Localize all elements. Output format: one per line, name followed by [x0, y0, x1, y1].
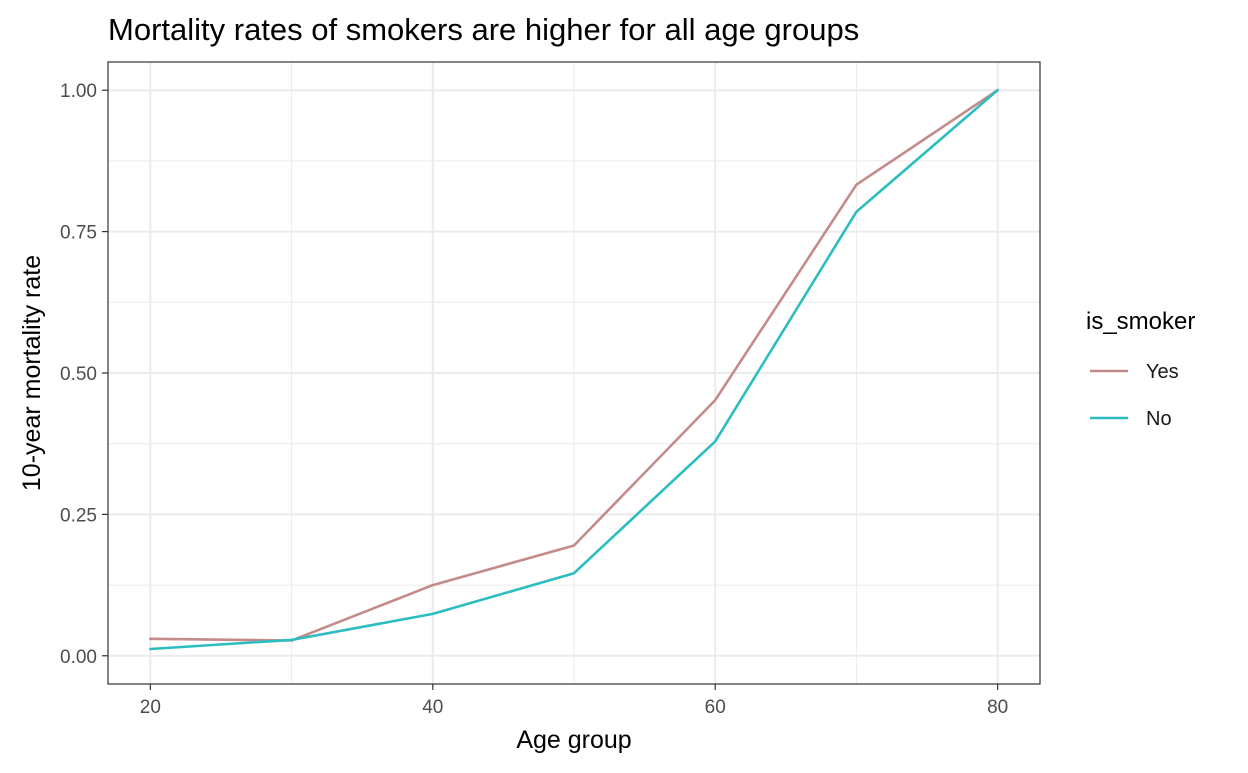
y-tick-label: 0.25: [60, 505, 97, 526]
series-lines: [149, 88, 999, 651]
legend-title: is_smoker: [1086, 308, 1195, 335]
legend-label-yes: Yes: [1146, 361, 1179, 383]
series-line-no: [149, 88, 999, 651]
x-axis: 20 40 60 80: [140, 684, 1008, 718]
x-tick-label: 40: [422, 697, 443, 718]
y-tick-label: 0.75: [60, 223, 97, 244]
y-tick-label: 0.00: [60, 647, 97, 668]
x-tick-label: 20: [140, 697, 161, 718]
x-tick-label: 60: [705, 697, 726, 718]
y-axis-title: 10-year mortality rate: [18, 255, 46, 491]
chart-title: Mortality rates of smokers are higher fo…: [108, 12, 859, 47]
y-tick-label: 1.00: [60, 81, 97, 102]
y-tick-label: 0.50: [60, 364, 97, 385]
y-axis: 0.00 0.25 0.50 0.75 1.00: [60, 81, 108, 668]
x-axis-title: Age group: [516, 726, 631, 754]
legend: is_smoker Yes No: [1086, 308, 1195, 430]
x-tick-label: 80: [987, 697, 1008, 718]
legend-label-no: No: [1146, 408, 1172, 430]
grid-lines: [108, 62, 1040, 684]
